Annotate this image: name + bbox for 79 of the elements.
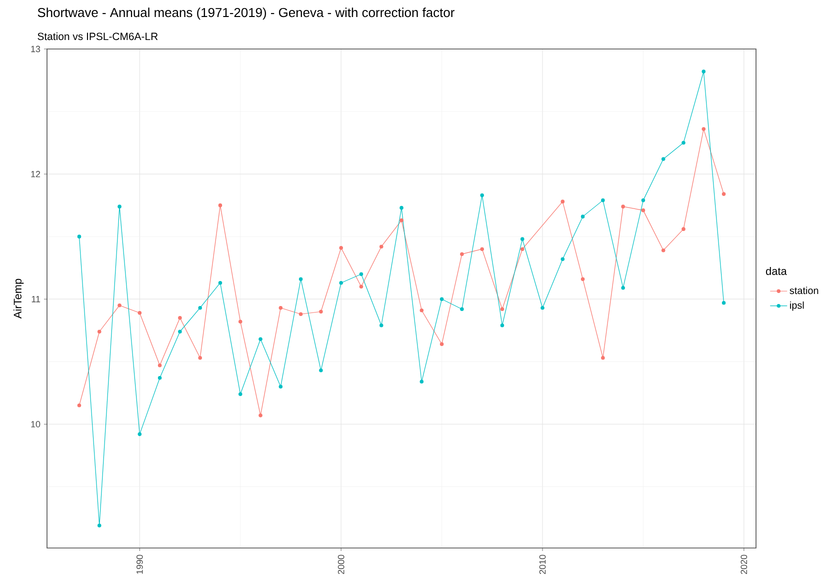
- point: [500, 307, 504, 312]
- y-tick-label: 11: [32, 296, 40, 302]
- y-tick-label: 12: [31, 170, 40, 178]
- point: [218, 203, 222, 208]
- legend-label: ipsl: [790, 301, 804, 311]
- point: [682, 140, 686, 145]
- point: [198, 306, 202, 310]
- x-tick-label: 2020: [740, 554, 748, 574]
- point: [298, 312, 303, 316]
- point: [722, 192, 726, 196]
- point: [440, 297, 444, 302]
- point: [359, 272, 364, 276]
- point: [702, 70, 706, 74]
- point: [158, 376, 162, 380]
- point: [460, 252, 464, 256]
- point: [77, 234, 82, 238]
- point: [520, 237, 524, 241]
- point: [682, 227, 686, 231]
- point: [339, 280, 343, 285]
- point: [77, 404, 82, 408]
- point: [621, 286, 625, 290]
- point: [258, 337, 262, 342]
- point: [601, 356, 605, 360]
- y-tick-label: 13: [31, 46, 40, 52]
- point: [400, 206, 404, 210]
- x-tick-label: 2000: [338, 554, 344, 574]
- point: [158, 364, 162, 368]
- chart-subtitle: Station vs IPSL-CM6A-LR: [38, 32, 158, 40]
- point: [580, 277, 585, 281]
- point: [319, 368, 323, 372]
- point: [440, 342, 444, 346]
- point: [97, 524, 102, 528]
- point: [540, 306, 544, 310]
- point: [722, 300, 726, 305]
- point: [460, 307, 464, 312]
- point: [661, 248, 666, 252]
- point: [138, 432, 142, 436]
- point: [480, 193, 484, 198]
- y-axis-title: AirTemp: [13, 278, 24, 319]
- point: [198, 356, 202, 360]
- point: [560, 200, 565, 204]
- legend-label: station: [790, 286, 818, 294]
- y-tick-label: 10: [31, 420, 40, 428]
- x-tick-label: 2010: [539, 554, 546, 574]
- point: [560, 257, 565, 261]
- chart-title: Shortwave - Annual means (1971-2019) - Geneva - with correction factor: [38, 8, 454, 20]
- point: [319, 310, 323, 314]
- x-tick-label: 1990: [136, 554, 143, 574]
- point: [278, 306, 283, 310]
- point: [400, 218, 404, 222]
- point: [420, 308, 424, 312]
- point: [661, 157, 666, 161]
- point: [178, 330, 182, 334]
- legend-title: data: [766, 266, 787, 276]
- point: [420, 380, 424, 384]
- point: [359, 284, 364, 288]
- point: [480, 247, 484, 251]
- point: [621, 204, 625, 208]
- point: [118, 303, 122, 308]
- point: [258, 414, 262, 418]
- point: [379, 244, 384, 248]
- point: [339, 246, 343, 250]
- point: [641, 208, 646, 212]
- point: [218, 280, 222, 285]
- point: [702, 127, 706, 131]
- point: [118, 204, 122, 208]
- point: [641, 198, 646, 202]
- point: [138, 310, 142, 315]
- point: [278, 384, 283, 389]
- point: [97, 330, 102, 334]
- point: [178, 316, 182, 320]
- point: [238, 392, 242, 396]
- point: [601, 198, 605, 202]
- point: [298, 277, 303, 281]
- point: [520, 247, 524, 251]
- point: [500, 323, 504, 328]
- point: [238, 320, 242, 324]
- point: [580, 214, 585, 218]
- point: [379, 323, 384, 328]
